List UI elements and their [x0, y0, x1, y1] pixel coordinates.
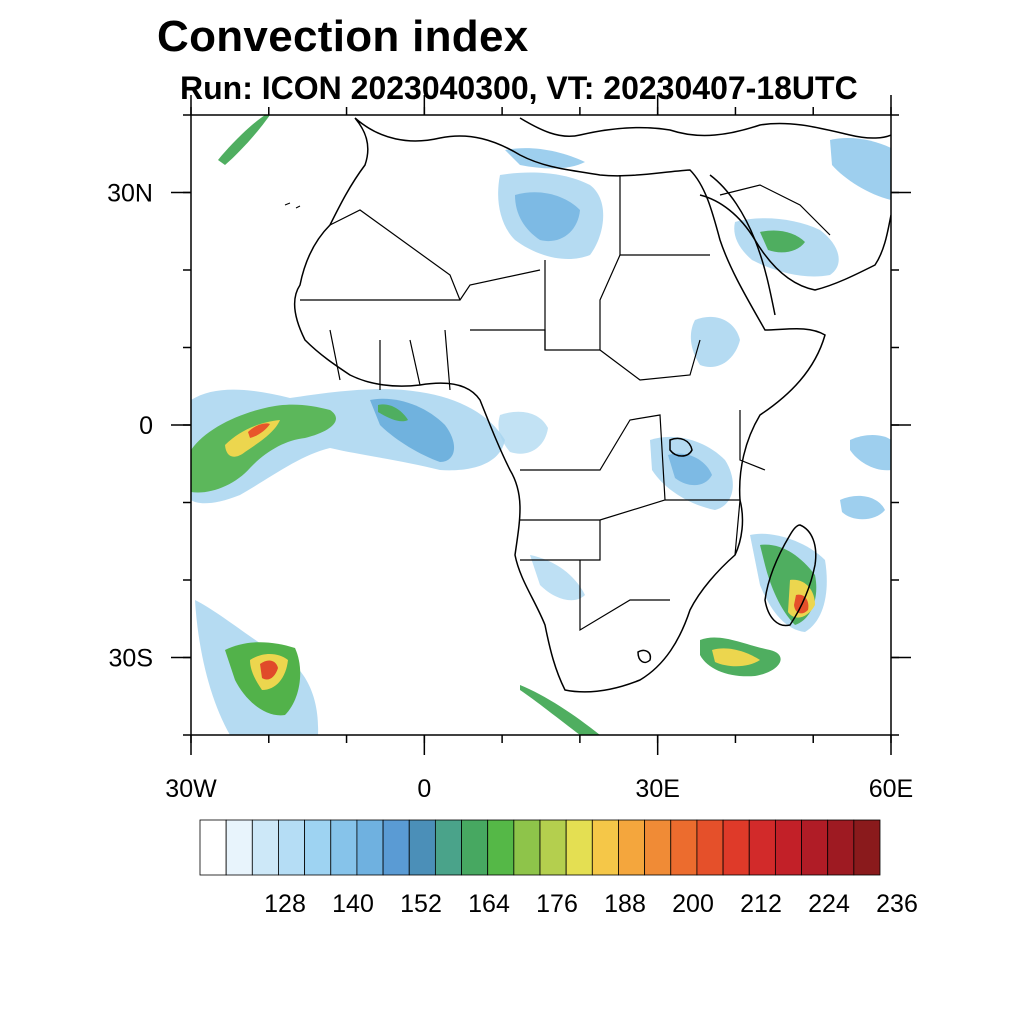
colorbar-swatch: [225, 819, 253, 876]
colorbar-swatch: [382, 819, 410, 876]
colorbar-swatch: [356, 819, 384, 876]
colorbar-label: 188: [604, 890, 646, 918]
y-tick-label: 0: [139, 412, 153, 440]
border-saudi: [719, 184, 831, 236]
border-namibia-botswana: [579, 560, 670, 632]
red-sea-coast: [709, 174, 776, 316]
colorbar-swatch: [487, 819, 515, 876]
convection-area-atlantic-max: [248, 423, 270, 438]
colorbar-swatch: [696, 819, 724, 876]
mediterranean-north-coast: [519, 117, 891, 139]
madagascar-coastline: [764, 524, 817, 627]
africa-coastline: [293, 117, 826, 693]
colorbar-swatch: [251, 819, 279, 876]
colorbar-swatch: [801, 819, 829, 876]
colorbar-swatch: [565, 819, 593, 876]
border-angola-zambia: [520, 520, 601, 561]
colorbar-swatch: [827, 819, 855, 876]
border-sudan-south: [599, 339, 701, 381]
map-title: Convection index: [157, 12, 529, 61]
colorbar-label: 152: [400, 890, 442, 918]
border-tanzania-mozambique: [665, 499, 741, 556]
convection-area-indian-ocean-south: [840, 495, 885, 520]
coastlines: [284, 117, 891, 693]
axis-tick-labels: 30W 0 30E 60E 30N 0 30S: [107, 180, 913, 804]
colorbar-swatch: [539, 819, 567, 876]
country-borders: [300, 175, 831, 632]
convection-area-mediterranean: [505, 148, 585, 169]
canary-islands: [284, 202, 301, 209]
colorbar-label: 140: [332, 890, 374, 918]
axis-ticks: [171, 95, 911, 755]
convection-area-south-ocean-stripe: [520, 685, 600, 735]
colorbar-swatch: [644, 819, 672, 876]
colorbar-swatch: [513, 819, 541, 876]
x-tick-label: 30W: [165, 775, 217, 803]
convection-area-gulf: [830, 137, 891, 200]
x-tick-label: 30E: [635, 775, 679, 803]
colorbar-swatch: [330, 819, 358, 876]
convection-area-nw-streak: [218, 115, 270, 165]
colorbar-swatch: [408, 819, 436, 876]
south-africa-lesotho: [637, 649, 652, 664]
colorbar-swatch: [722, 819, 750, 876]
colorbar-label: 200: [672, 890, 714, 918]
arabia-coastline: [699, 194, 891, 291]
convection-area-congo: [498, 411, 548, 454]
convection-area-east-africa-inner: [668, 453, 712, 486]
border-libya-egypt: [619, 175, 710, 256]
colorbar-label: 128: [264, 890, 306, 918]
x-tick-label: 60E: [869, 775, 913, 803]
x-tick-label: 0: [417, 775, 431, 803]
colorbar-swatch: [278, 819, 306, 876]
colorbar-swatch: [304, 819, 332, 876]
border-algeria-mali: [329, 209, 461, 301]
convection-area-atlantic-peak: [225, 420, 280, 457]
border-chad-sudan: [544, 254, 621, 351]
colorbar-swatch: [853, 819, 881, 876]
colorbar-swatch: [199, 819, 227, 876]
border-niger-nigeria: [470, 329, 546, 350]
convection-area-namibia: [530, 555, 585, 601]
colorbar-swatch: [748, 819, 776, 876]
colorbar-swatch: [618, 819, 646, 876]
convection-area-north-africa-inner: [515, 192, 580, 242]
colorbar-swatch: [774, 819, 802, 876]
colorbar-swatch: [434, 819, 462, 876]
convection-area-arabia-core: [760, 230, 805, 253]
convection-area-south-indian-peak: [712, 648, 760, 667]
convection-area-gulf-core: [378, 404, 408, 422]
border-kenya-somalia: [739, 410, 766, 471]
map-subtitle: Run: ICON 2023040300, VT: 20230407-18UTC: [180, 70, 858, 106]
colorbar: 128 140 152 164 176 188 200 212 224 236: [199, 819, 918, 918]
colorbar-label: 164: [468, 890, 510, 918]
colorbar-label: 224: [808, 890, 850, 918]
y-tick-label: 30N: [107, 180, 153, 208]
colorbar-swatch: [670, 819, 698, 876]
colorbar-swatch: [461, 819, 489, 876]
lake-victoria: [669, 437, 693, 457]
y-tick-label: 30S: [109, 645, 153, 673]
convection-area-atlantic-core: [191, 404, 336, 493]
convection-area-ethiopia: [690, 316, 740, 368]
colorbar-label: 212: [740, 890, 782, 918]
colorbar-label: 176: [536, 890, 578, 918]
colorbar-label: 236: [876, 890, 918, 918]
border-west-africa: [329, 329, 451, 391]
convection-area-indian-ocean-east: [850, 435, 891, 471]
colorbar-swatch: [591, 819, 619, 876]
border-sahel-west: [300, 269, 541, 301]
convection-area-south-atlantic-max: [260, 660, 278, 680]
